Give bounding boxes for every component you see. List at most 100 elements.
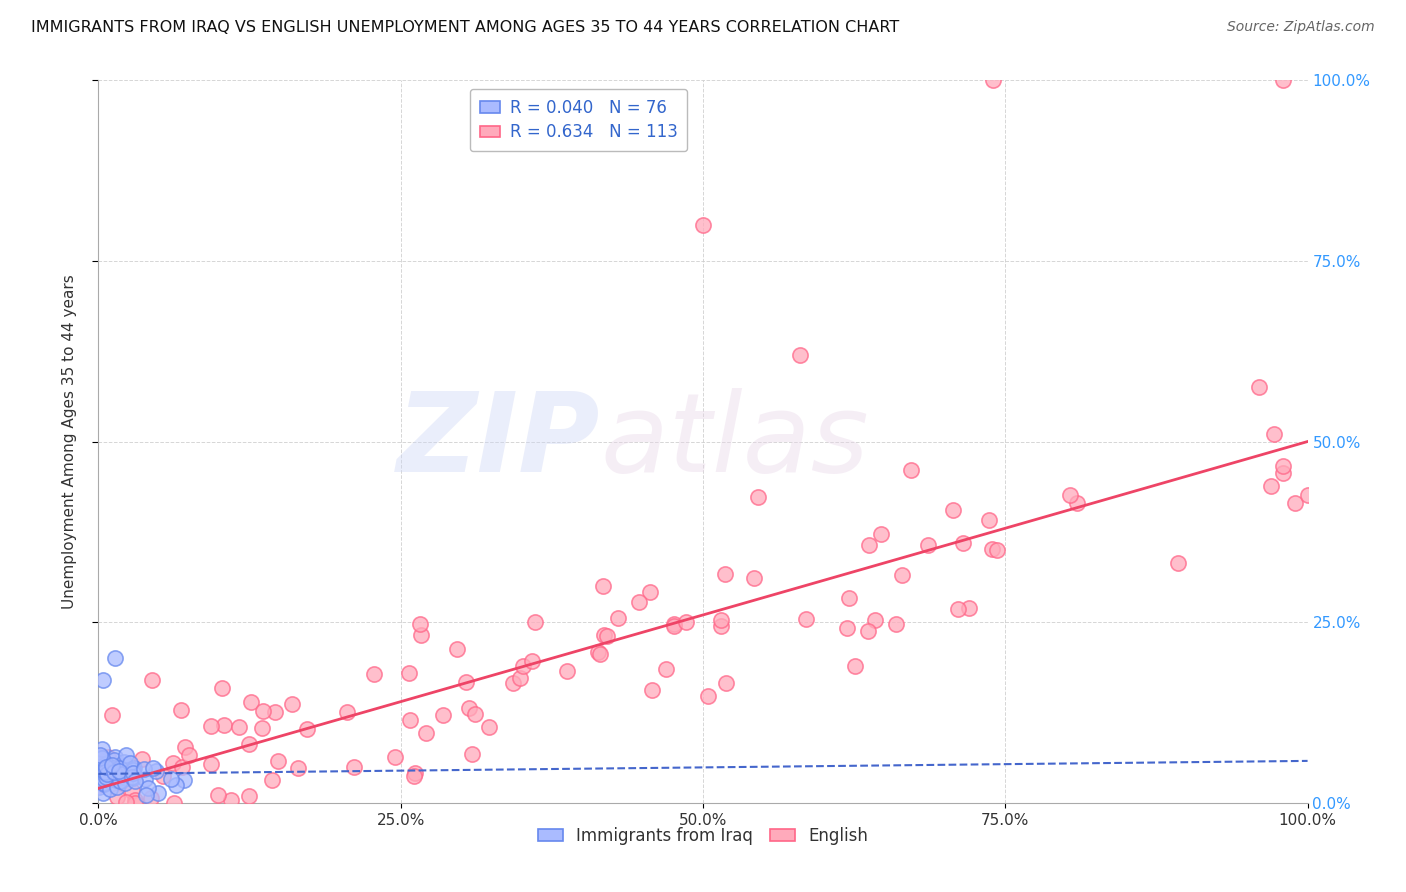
Point — [170, 703, 193, 717]
Point — [165, 778, 187, 792]
Point — [844, 659, 866, 673]
Point — [714, 676, 737, 690]
Point — [87, 780, 110, 794]
Point — [174, 739, 197, 754]
Point — [464, 706, 486, 721]
Point — [172, 760, 194, 774]
Point — [145, 764, 167, 778]
Point — [211, 681, 233, 696]
Point — [163, 796, 186, 810]
Point — [87, 765, 110, 780]
Point — [520, 654, 543, 668]
Point — [87, 778, 110, 792]
Point — [398, 665, 420, 680]
Point — [104, 651, 127, 665]
Point — [1249, 380, 1271, 394]
Point — [160, 772, 183, 786]
Point — [238, 737, 260, 751]
Point — [415, 725, 437, 739]
Point — [122, 771, 145, 785]
Point — [134, 763, 156, 777]
Point — [714, 567, 737, 582]
Point — [90, 757, 112, 772]
Point — [89, 750, 111, 764]
Point — [398, 713, 420, 727]
Point — [267, 755, 290, 769]
Point — [942, 502, 965, 516]
Point — [89, 748, 111, 763]
Point — [264, 705, 287, 719]
Point — [404, 766, 426, 780]
Point — [90, 773, 112, 788]
Point — [219, 793, 242, 807]
Point — [112, 755, 135, 769]
Point — [262, 772, 284, 787]
Point — [710, 619, 733, 633]
Point — [94, 770, 117, 784]
Point — [115, 771, 138, 785]
Point — [91, 750, 114, 764]
Point — [228, 720, 250, 734]
Point — [589, 647, 612, 661]
Point — [87, 759, 110, 773]
Point — [136, 780, 159, 795]
Point — [1272, 73, 1295, 87]
Point — [121, 771, 143, 785]
Point — [93, 776, 115, 790]
Point — [93, 777, 115, 791]
Point — [838, 591, 860, 606]
Point — [641, 682, 664, 697]
Text: IMMIGRANTS FROM IRAQ VS ENGLISH UNEMPLOYMENT AMONG AGES 35 TO 44 YEARS CORRELATI: IMMIGRANTS FROM IRAQ VS ENGLISH UNEMPLOY… — [31, 20, 900, 35]
Point — [162, 756, 184, 770]
Point — [105, 780, 128, 794]
Point — [135, 788, 157, 802]
Point — [655, 662, 678, 676]
Point — [94, 760, 117, 774]
Point — [177, 748, 200, 763]
Point — [93, 759, 115, 773]
Point — [101, 767, 124, 781]
Point — [91, 767, 114, 781]
Point — [409, 616, 432, 631]
Point — [107, 763, 129, 777]
Point — [103, 753, 125, 767]
Point — [1059, 488, 1081, 502]
Point — [94, 770, 117, 784]
Text: atlas: atlas — [600, 388, 869, 495]
Point — [90, 751, 112, 765]
Point — [93, 764, 115, 779]
Point — [103, 770, 125, 784]
Point — [101, 762, 124, 776]
Point — [662, 619, 685, 633]
Point — [446, 642, 468, 657]
Point — [948, 601, 970, 615]
Point — [98, 782, 121, 797]
Point — [789, 348, 811, 362]
Point — [461, 747, 484, 761]
Point — [152, 769, 174, 783]
Point — [747, 491, 769, 505]
Point — [238, 789, 260, 803]
Point — [638, 585, 661, 599]
Point — [981, 73, 1004, 87]
Point — [104, 772, 127, 787]
Point — [134, 772, 156, 786]
Point — [363, 667, 385, 681]
Point — [502, 675, 524, 690]
Point — [104, 750, 127, 764]
Point — [124, 774, 146, 789]
Y-axis label: Unemployment Among Ages 35 to 44 years: Unemployment Among Ages 35 to 44 years — [62, 274, 77, 609]
Point — [858, 538, 880, 552]
Point — [94, 763, 117, 777]
Point — [87, 751, 110, 765]
Legend: Immigrants from Iraq, English: Immigrants from Iraq, English — [538, 827, 868, 845]
Point — [1263, 426, 1285, 441]
Point — [900, 463, 922, 477]
Point — [250, 721, 273, 735]
Point — [103, 772, 125, 786]
Point — [343, 760, 366, 774]
Point — [697, 689, 720, 703]
Point — [107, 764, 129, 778]
Point — [214, 717, 236, 731]
Point — [200, 757, 222, 772]
